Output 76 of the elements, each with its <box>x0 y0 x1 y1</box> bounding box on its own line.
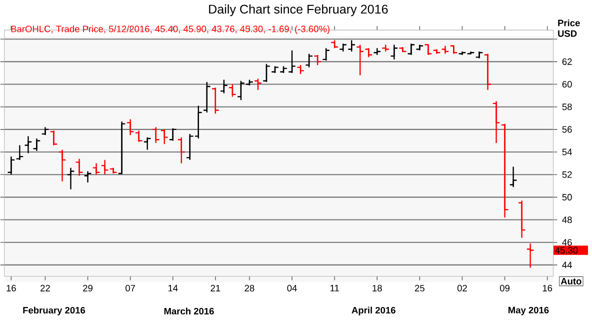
y-tick-label: 54 <box>562 148 572 156</box>
candlestick <box>16 144 24 161</box>
x-tick-label: 21 <box>210 284 220 292</box>
candlestick <box>126 118 134 136</box>
candlestick <box>526 242 534 268</box>
y-tick-label: 50 <box>562 194 572 200</box>
candlestick <box>24 136 32 154</box>
x-tick-label: 29 <box>83 284 92 292</box>
candlestick <box>228 84 236 98</box>
candlestick <box>118 120 126 174</box>
candlestick <box>407 43 416 56</box>
candlestick <box>314 54 322 66</box>
y-tick-label: 46 <box>562 239 572 246</box>
candlestick <box>160 128 168 145</box>
y-tick-label: 52 <box>562 171 572 178</box>
text: Auto <box>560 278 582 285</box>
text: April 2016 <box>352 306 396 316</box>
y-tick-label: 44 <box>562 262 572 268</box>
candlestick <box>500 123 509 218</box>
candlestick <box>288 50 296 74</box>
text: March 2016 <box>164 308 214 314</box>
candlestick <box>32 138 41 152</box>
candlestick <box>262 63 270 83</box>
x-tick-label: 11 <box>330 284 339 292</box>
text: February 2016 <box>23 306 86 316</box>
candlestick <box>50 130 58 146</box>
y-tick-label: 58 <box>562 104 572 110</box>
x-tick-label: 07 <box>126 284 136 292</box>
candlestick <box>484 53 492 91</box>
y-tick-label: 62 <box>562 58 572 65</box>
y-axis-title: Price USD <box>558 20 580 37</box>
candlestick <box>492 100 500 144</box>
candlestick <box>356 44 364 76</box>
x-tick-label: 14 <box>168 284 178 292</box>
candlestick <box>211 87 220 114</box>
x-tick-label: 16 <box>542 284 552 292</box>
candlestick <box>84 170 92 184</box>
x-tick-label: 16 <box>6 284 16 292</box>
candlestick <box>92 162 100 176</box>
candlestick <box>134 130 143 142</box>
candlestick <box>220 79 228 94</box>
candlestick <box>305 53 314 68</box>
y-tick-label: 56 <box>562 126 572 133</box>
candlestick <box>7 156 16 176</box>
candlestick <box>509 166 518 188</box>
x-tick-label: 18 <box>372 284 382 292</box>
candlestick <box>390 44 398 60</box>
candlestick <box>236 80 245 101</box>
candlestick <box>143 136 152 150</box>
y-tick-label: 60 <box>562 81 572 88</box>
candlestick <box>348 40 356 52</box>
candlestick <box>177 136 186 164</box>
candlestick <box>254 78 262 91</box>
candlestick <box>202 81 211 114</box>
candlestick <box>518 200 526 238</box>
x-tick-label: 28 <box>244 284 254 292</box>
x-tick-label: 04 <box>287 284 297 292</box>
candlestick <box>424 44 432 56</box>
x-tick-label: 22 <box>40 284 50 292</box>
candlestick <box>75 158 84 176</box>
candlestick <box>152 126 160 144</box>
candlestick <box>168 128 177 142</box>
text: 45.30 <box>555 247 578 254</box>
x-tick-label: 02 <box>457 284 467 292</box>
candlestick <box>364 48 373 58</box>
candlestick <box>58 149 66 182</box>
annotation: BarOHLC, Trade Price, 5/12/2016, 45.40, 45.90, 43.76, 45.30, -1.69, (-3.60%) <box>11 25 330 34</box>
candlestick <box>100 159 109 176</box>
candlestick <box>66 167 75 190</box>
y-tick-label: 48 <box>562 216 572 224</box>
chart-title: Daily Chart since February 2016 <box>209 4 388 16</box>
candlestick <box>296 64 305 75</box>
x-tick-label: 25 <box>414 284 424 292</box>
x-tick-label: 09 <box>500 284 510 292</box>
candlestick <box>322 48 330 62</box>
text: May 2016 <box>508 306 549 316</box>
